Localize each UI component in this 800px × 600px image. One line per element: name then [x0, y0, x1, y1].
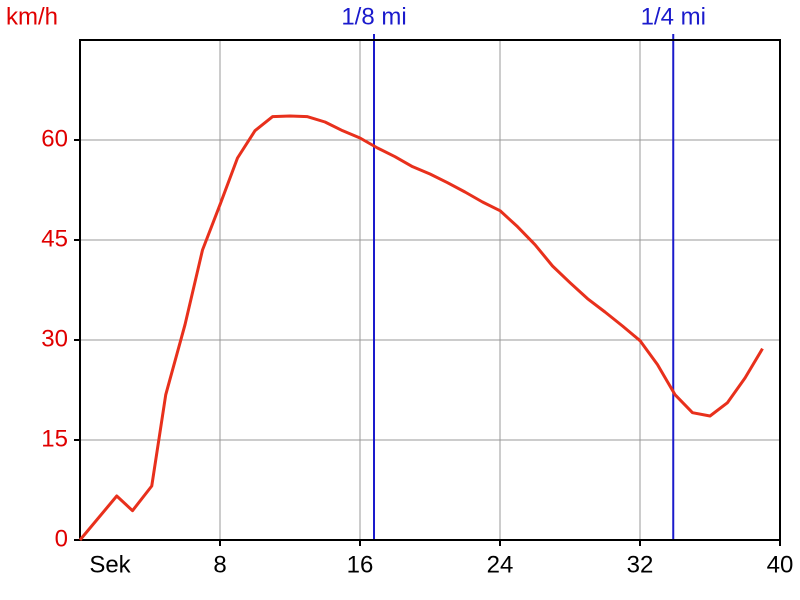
y-tick-label: 30 — [41, 325, 68, 352]
x-tick-label: 24 — [487, 551, 514, 578]
x-tick-label: 32 — [627, 551, 654, 578]
x-tick-label: 16 — [347, 551, 374, 578]
y-tick-label: 45 — [41, 225, 68, 252]
distance-marker-label: 1/4 mi — [641, 3, 706, 30]
plot-frame — [79, 39, 781, 541]
y-tick-label: 15 — [41, 425, 68, 452]
distance-marker-label: 1/8 mi — [341, 3, 406, 30]
x-tick-label: 8 — [213, 551, 226, 578]
x-axis-label: Sek — [89, 551, 131, 578]
y-tick-label: 60 — [41, 125, 68, 152]
speed-line — [78, 114, 764, 541]
y-axis-label: km/h — [6, 3, 58, 30]
x-tick-label: 40 — [767, 551, 794, 578]
y-tick-label: 0 — [55, 525, 68, 552]
